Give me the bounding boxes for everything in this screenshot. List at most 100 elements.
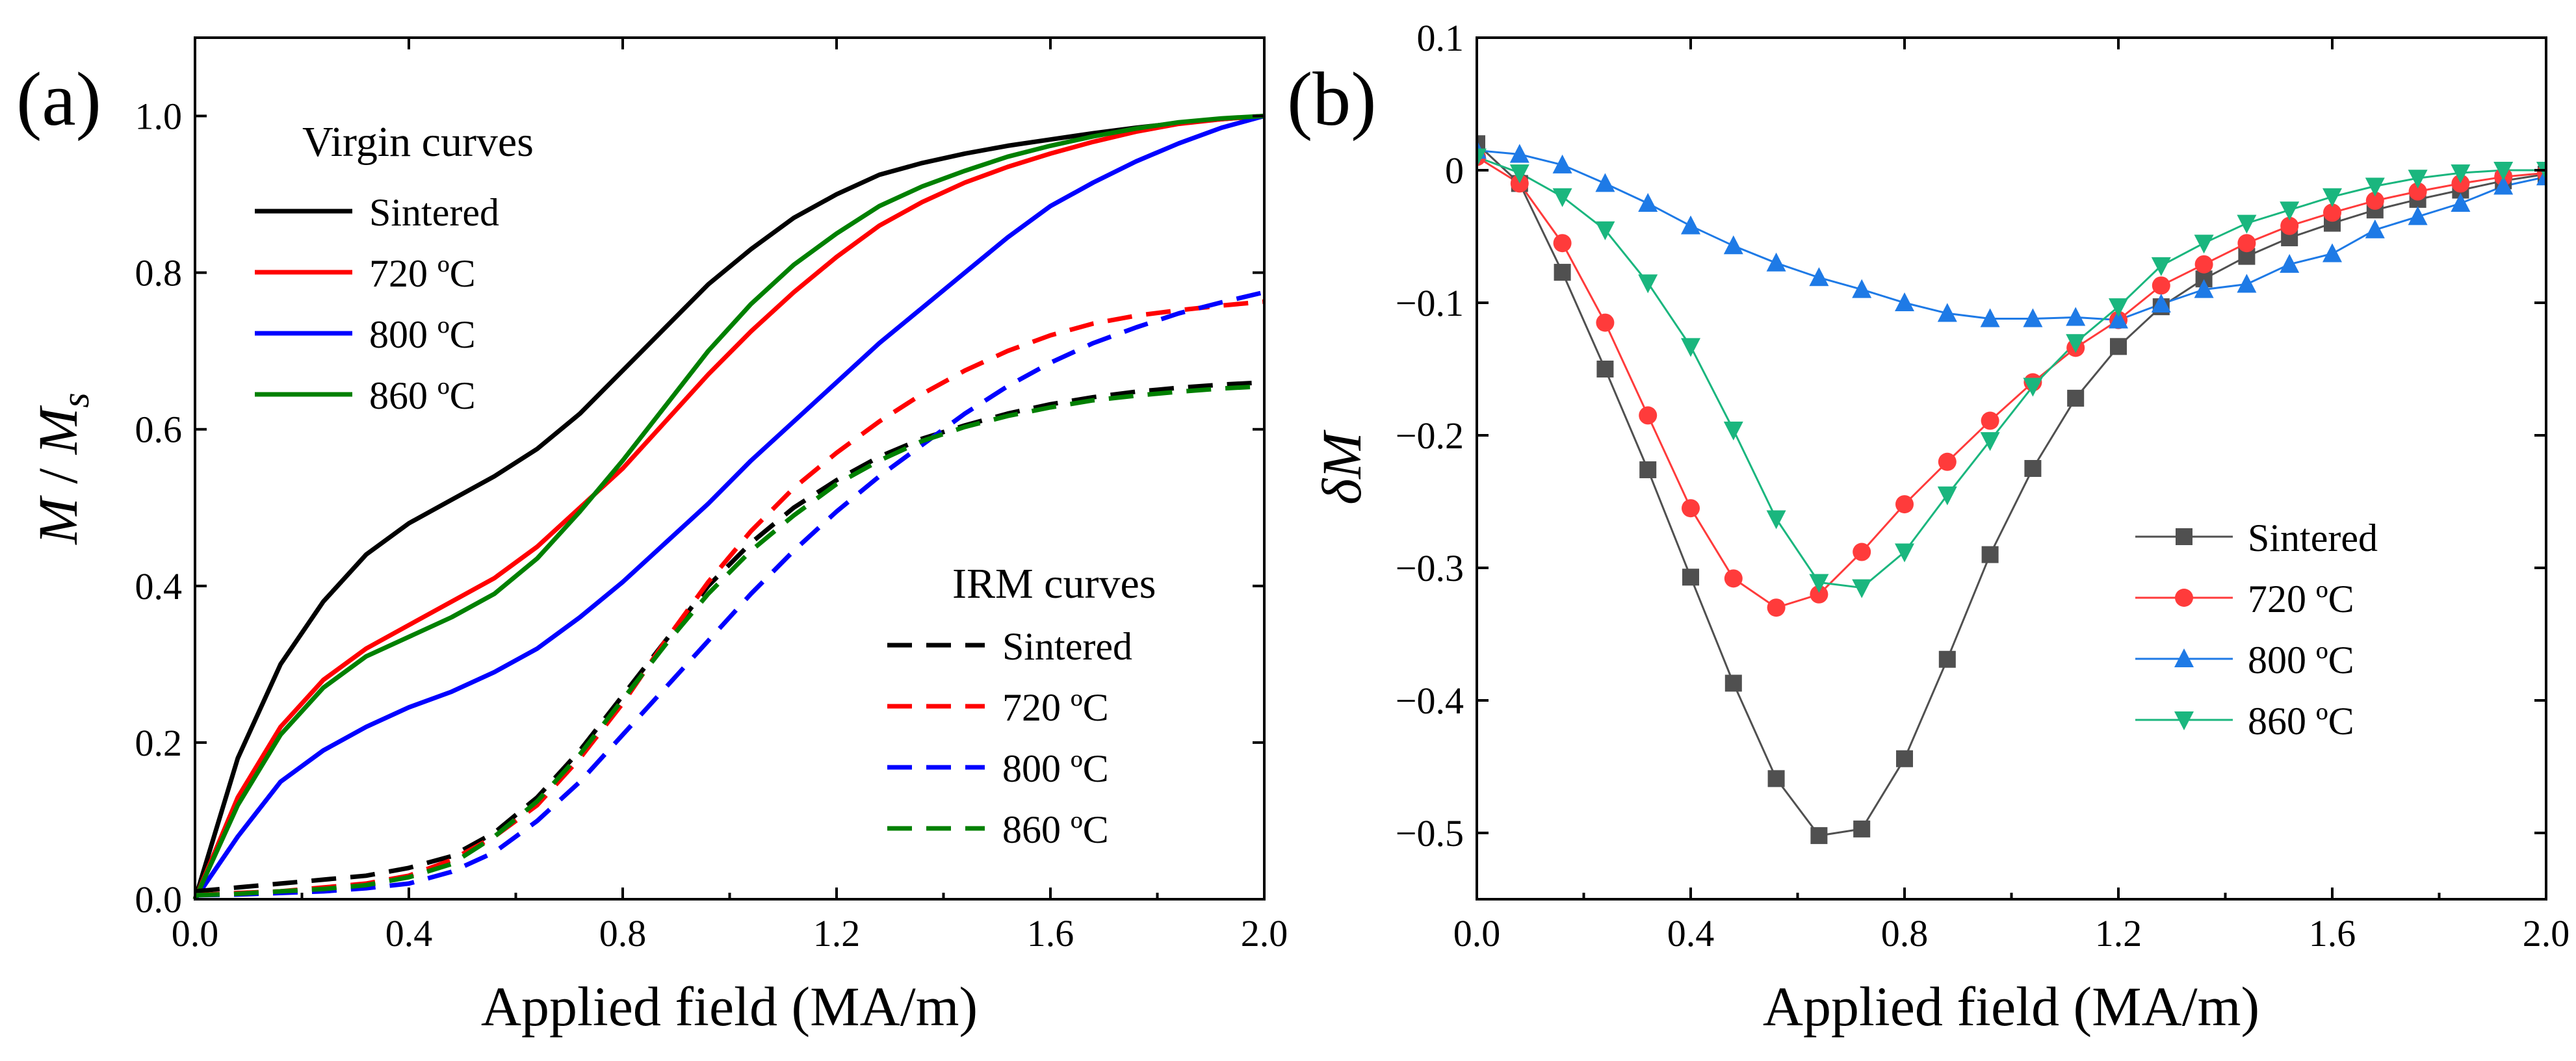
panel-a-plot-area (192, 114, 1265, 901)
panel-b-legend-marker (2174, 648, 2194, 667)
panel-a-ylabel: M / Ms (27, 392, 97, 546)
panel-b-point-3 (2023, 377, 2043, 397)
panel-b-point-3 (2237, 214, 2257, 234)
panel-b-xtick-label: 1.6 (2309, 912, 2356, 954)
legend-irm-label: Sintered (1002, 625, 1132, 668)
panel-a-ticks: 0.0 0.4 0.8 1.2 1.6 2.0 0.0 0.2 0.4 0.6 0.8 1.0 (135, 38, 1288, 954)
panel-b-point-2 (1895, 292, 1914, 311)
panel-b-legend-label: 720 ºC (2248, 578, 2354, 620)
legend-virgin-label: Sintered (369, 191, 499, 234)
panel-a-ytick-label: 0.4 (135, 565, 183, 607)
panel-b-series-line-3 (1477, 156, 2546, 589)
panel-b-point-1 (1553, 234, 1572, 253)
panel-a-ylabel-sub: s (54, 392, 97, 407)
panel-b-point-3 (2365, 177, 2385, 197)
panel-b-point-2 (2280, 253, 2300, 273)
panel-a-ylabel-sep: / (27, 454, 89, 498)
panel-b-point-1 (1724, 569, 1743, 588)
panel-a-xtick-label: 1.6 (1027, 912, 1074, 954)
panel-b-point-3 (1852, 579, 1872, 598)
panel-b-xtick-label: 0.4 (1667, 912, 1715, 954)
panel-a-ytick-label: 1.0 (135, 96, 183, 138)
panel-a-xtick-label: 2.0 (1241, 912, 1288, 954)
panel-b-point-1 (1895, 495, 1914, 514)
panel-b-point-3 (2493, 162, 2514, 181)
legend-irm-title: IRM curves (952, 560, 1156, 607)
panel-a-xtick-label: 1.2 (813, 912, 861, 954)
panel-b-series-line-1 (1477, 156, 2546, 609)
panel-b-point-2 (1980, 308, 2000, 327)
panel-b-series-line-0 (1477, 143, 2546, 837)
panel-b-ticks: 0.0 0.4 0.8 1.2 1.6 2.0 0.1 0 −0.1 −0.2 −0.3 −0.4 −0… (1396, 17, 2569, 954)
panel-b-legend-label: 800 ºC (2248, 639, 2354, 682)
panel-b-point-1 (2194, 255, 2213, 274)
panel-b-point-1 (1682, 499, 1700, 518)
panel-b-point-3 (1723, 421, 1743, 441)
panel-b-point-3 (2151, 257, 2171, 276)
panel-b-point-3 (1595, 221, 1615, 240)
panel-b-point-3 (2408, 170, 2428, 189)
panel-a-ylabel-m: M (27, 405, 89, 455)
panel-b-point-0 (1896, 750, 1913, 767)
panel-b-point-2 (1809, 267, 1829, 287)
panel-b-point-1 (1767, 598, 1786, 617)
panel-a-series-virgin-2 (193, 114, 1265, 901)
panel-b-point-3 (1809, 574, 1829, 593)
panel-b-legend-marker (2174, 711, 2194, 730)
panel-b-legend: Sintered 720 ºC 800 ºC 860 ºC (2135, 517, 2378, 743)
panel-b-point-2 (1638, 193, 1658, 212)
panel-b-point-3 (1638, 274, 1658, 294)
panel-b-point-1 (2237, 234, 2256, 253)
panel-b-point-2 (1509, 144, 1529, 163)
panel-b-point-0 (1724, 674, 1742, 692)
panel-b-ytick-label: −0.3 (1396, 547, 1464, 589)
panel-b-ytick-label: −0.2 (1396, 415, 1464, 457)
panel-b-point-1 (1510, 174, 1529, 193)
legend-virgin-label: 800 ºC (369, 313, 476, 356)
panel-b-point-1 (2451, 174, 2470, 193)
panel-a-label: (a) (16, 57, 101, 142)
panel-b-xtick-label: 1.2 (2095, 912, 2142, 954)
panel-b-point-0 (2067, 389, 2085, 407)
panel-a-xtick-label: 0.8 (599, 912, 647, 954)
panel-b-point-2 (2023, 308, 2043, 327)
panel-a: (a) 0.0 0.4 0.8 1.2 1.6 2.0 0.0 0.2 0.4 0.6 0.8 1.0… (16, 36, 1288, 1038)
panel-b-series-line-2 (1477, 149, 2546, 322)
panel-a-xlabel: Applied field (MA/m) (481, 975, 978, 1038)
panel-b-xtick-label: 0.8 (1881, 912, 1929, 954)
panel-b-point-0 (1554, 264, 1571, 281)
panel-b-point-1 (1596, 313, 1615, 332)
panel-b-legend-marker (2176, 528, 2192, 545)
legend-virgin-label: 860 ºC (369, 374, 476, 417)
panel-b-frame (1476, 36, 2547, 901)
panel-b-point-0 (2110, 338, 2127, 355)
panel-b-point-3 (1766, 510, 1786, 530)
panel-b-point-0 (1981, 546, 1999, 563)
panel-b-point-3 (2322, 188, 2342, 207)
panel-b-point-0 (1596, 361, 1614, 377)
panel-b-legend-marker (2175, 589, 2193, 607)
panel-b-point-3 (1509, 164, 1529, 184)
panel-b-point-2 (1681, 215, 1700, 235)
panel-b-point-1 (2365, 191, 2384, 210)
panel-b-point-3 (1681, 338, 1700, 357)
legend-virgin: Sintered 720 ºC 800 ºC 860 ºC (255, 191, 499, 417)
panel-b-point-0 (1639, 461, 1657, 479)
panel-b-point-0 (1853, 820, 1871, 837)
panel-a-series-irm-6 (194, 290, 1265, 898)
panel-b-point-1 (1639, 406, 1658, 425)
panel-b-point-2 (1766, 252, 1786, 272)
panel-b-point-0 (1767, 770, 1785, 787)
legend-irm-label: 720 ºC (1002, 686, 1109, 729)
panel-b-series-group (1477, 135, 2546, 845)
panel-b-point-2 (1595, 173, 1615, 192)
panel-b-ytick-label: −0.5 (1396, 812, 1464, 854)
panel-b-point-3 (1937, 486, 1957, 505)
panel-b-point-2 (2451, 193, 2471, 212)
panel-a-ylabel-main: M (27, 495, 89, 546)
panel-b-point-2 (2194, 279, 2214, 298)
panel-a-series-irm-4 (194, 379, 1265, 894)
legend-irm-label: 860 ºC (1002, 808, 1109, 851)
panel-b-point-0 (1810, 827, 1828, 845)
panel-b-plot-area (1477, 135, 2546, 845)
